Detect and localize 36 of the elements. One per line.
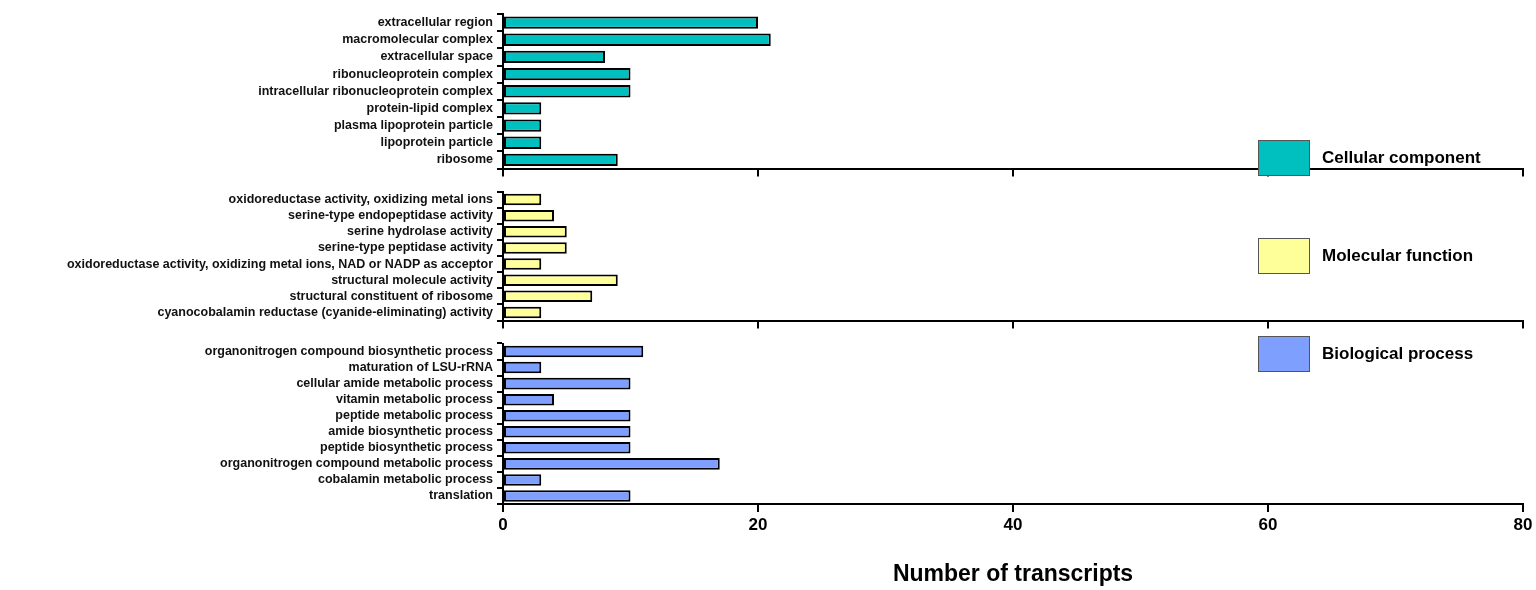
legend-label: Biological process — [1322, 344, 1474, 364]
y-tick-label: oxidoreductase activity, oxidizing metal ions — [228, 192, 494, 207]
x-axis-title: Number of transcripts — [892, 559, 1134, 586]
y-tick-label: extracellular region — [377, 15, 493, 30]
y-tick-label: organonitrogen compound biosynthetic process — [204, 343, 494, 358]
x-tick-label: 60 — [1258, 514, 1278, 534]
y-tick-label: oxidoreductase activity, oxidizing metal ions, NAD or NADP as acceptor — [66, 256, 494, 271]
y-tick-label: cobalamin metabolic process — [317, 472, 494, 487]
y-tick-label: serine hydrolase activity — [347, 224, 494, 239]
x-tick-label: 0 — [498, 514, 508, 534]
y-tick-label: cyanocobalamin reductase (cyanide-eliminating) activity — [157, 304, 494, 319]
y-tick-label: maturation of LSU-rRNA — [348, 360, 493, 375]
y-tick-label: structural molecule activity — [331, 272, 494, 287]
y-tick-label: peptide biosynthetic process — [320, 440, 494, 455]
y-tick-label: intracellular ribonucleoprotein complex — [258, 83, 494, 98]
y-tick-label: plasma lipoprotein particle — [333, 118, 494, 133]
legend-label: Molecular function — [1322, 246, 1474, 266]
y-tick-label: amide biosynthetic process — [328, 424, 494, 439]
x-tick-label: 40 — [1003, 514, 1023, 534]
y-tick-label: ribonucleoprotein complex — [332, 66, 494, 81]
y-tick-label: structural constituent of ribosome — [289, 288, 494, 303]
y-tick-label: protein-lipid complex — [366, 100, 494, 115]
y-tick-label: serine-type endopeptidase activity — [288, 208, 494, 223]
y-tick-label: extracellular space — [380, 49, 494, 64]
x-tick-label: 80 — [1513, 514, 1533, 534]
y-tick-label: ribosome — [436, 152, 494, 167]
y-tick-label: serine-type peptidase activity — [317, 240, 494, 255]
y-tick-label: vitamin metabolic process — [335, 392, 494, 407]
y-tick-label: lipoprotein particle — [380, 135, 494, 150]
x-tick-label: 20 — [748, 514, 768, 534]
legend-label: Cellular component — [1322, 148, 1481, 168]
y-tick-label: translation — [429, 488, 493, 503]
y-tick-label: cellular amide metabolic process — [296, 376, 494, 391]
y-tick-label: peptide metabolic process — [335, 408, 494, 423]
y-tick-label: macromolecular complex — [342, 32, 494, 47]
y-tick-label: organonitrogen compound metabolic process — [220, 456, 494, 471]
